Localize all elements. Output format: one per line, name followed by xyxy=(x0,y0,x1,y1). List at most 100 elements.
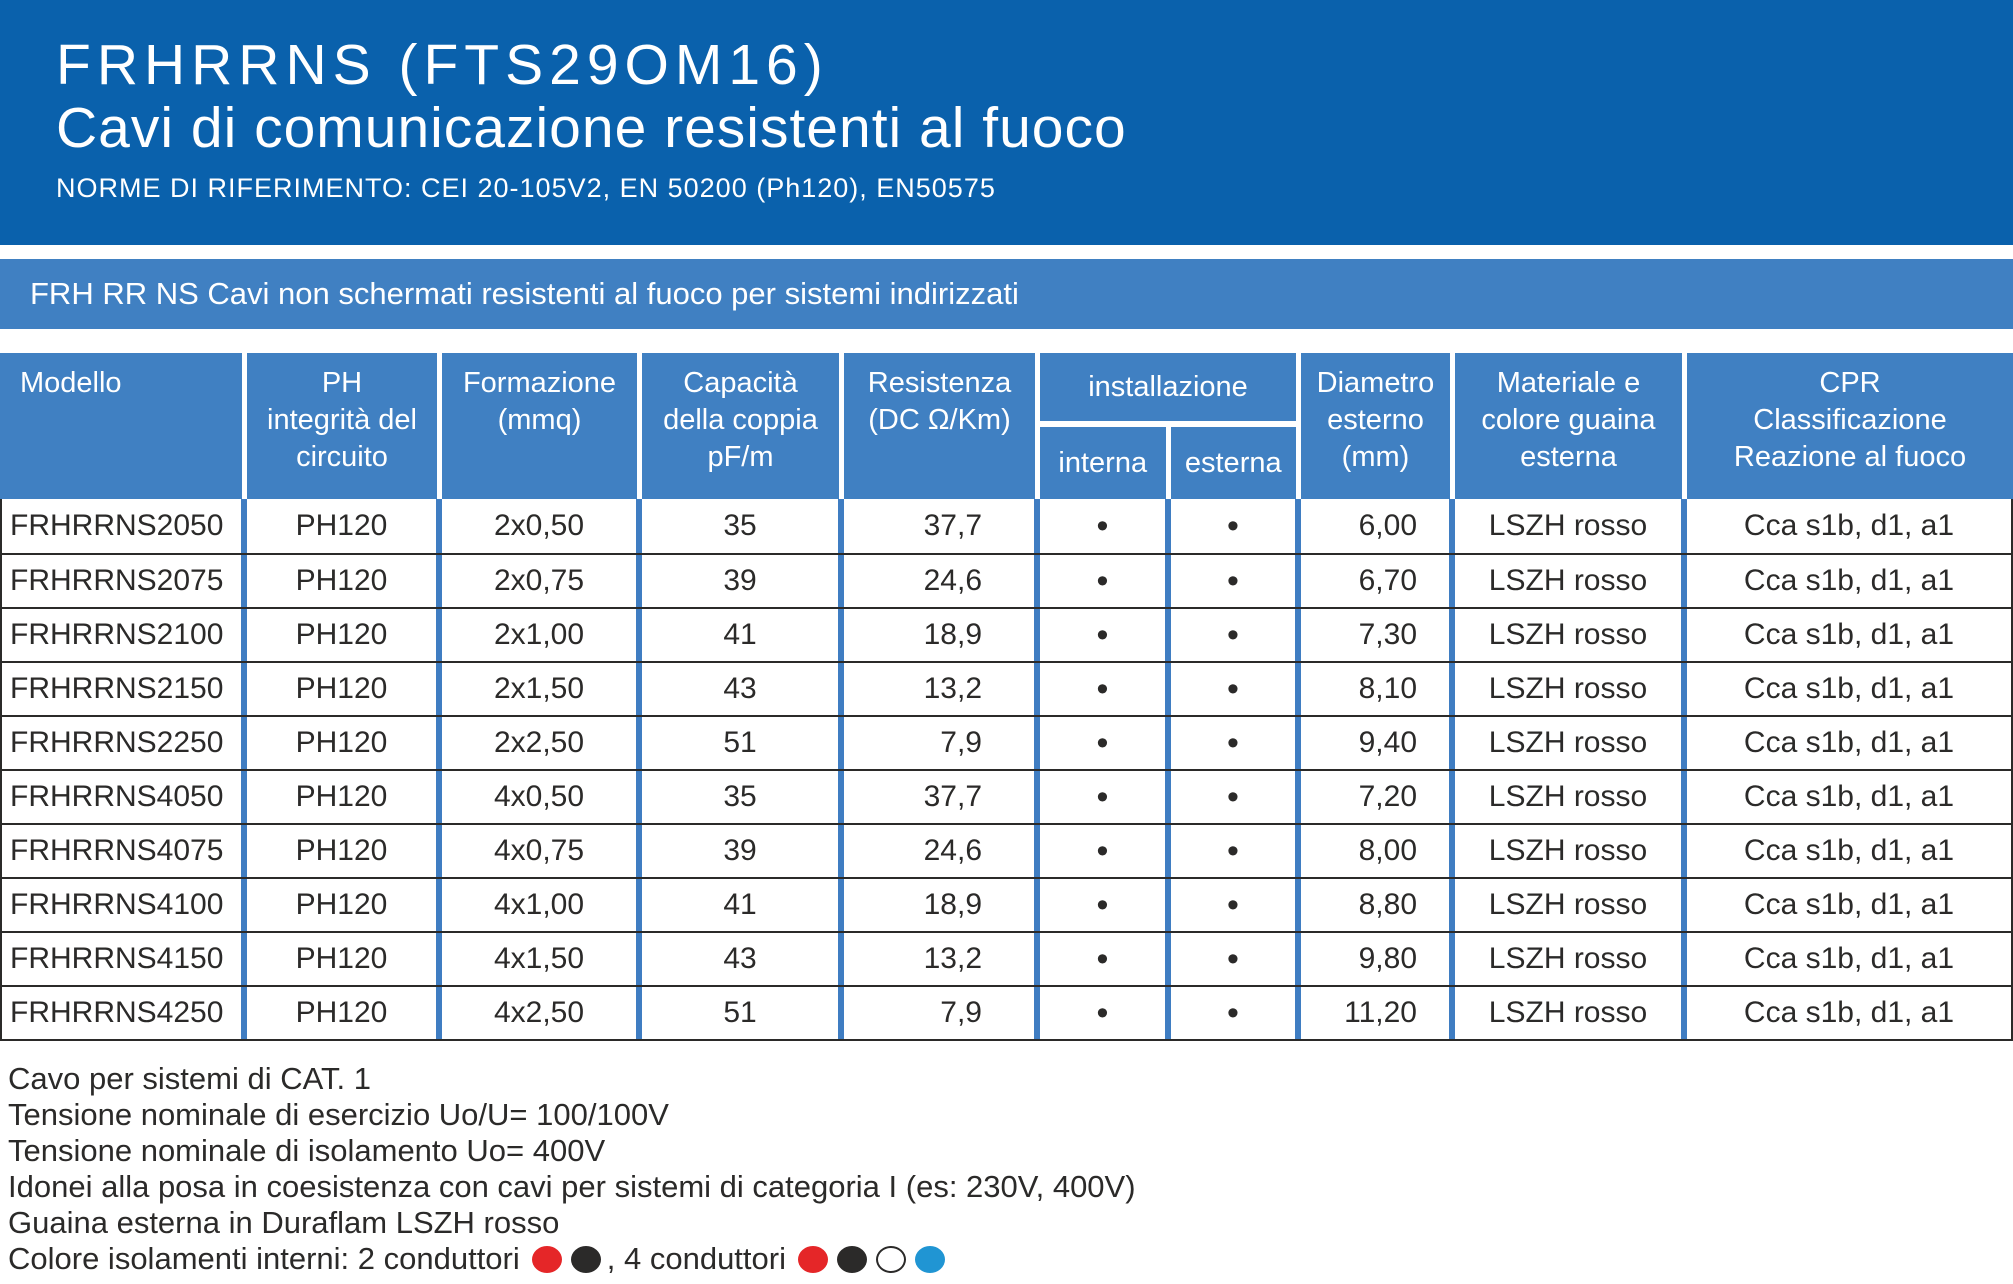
cell-capacita: 39 xyxy=(642,555,844,607)
cell-ph: PH120 xyxy=(247,825,442,877)
product-code-title: FRHRRNS (FTS29OM16) xyxy=(56,33,829,97)
cell-capacita: 43 xyxy=(642,663,844,715)
table-row: FRHRRNS4250 PH120 4x2,50 51 7,9 • • 11,2… xyxy=(2,985,2011,1039)
cell-resistenza: 13,2 xyxy=(844,663,1040,715)
cell-interna-dot: • xyxy=(1040,771,1171,823)
cell-interna-dot: • xyxy=(1040,879,1171,931)
cell-diametro: 11,20 xyxy=(1301,987,1455,1039)
cell-interna-dot: • xyxy=(1040,663,1171,715)
cell-interna-dot: • xyxy=(1040,499,1171,553)
cell-esterna-dot: • xyxy=(1171,663,1301,715)
title-band: FRHRRNS (FTS29OM16) Cavi di comunicazion… xyxy=(0,0,2013,245)
cell-formazione: 2x0,50 xyxy=(442,499,642,553)
column-header-interna: interna xyxy=(1040,427,1166,499)
cell-ph: PH120 xyxy=(247,771,442,823)
table-row: FRHRRNS4150 PH120 4x1,50 43 13,2 • • 9,8… xyxy=(2,931,2011,985)
cell-diametro: 8,00 xyxy=(1301,825,1455,877)
cell-model: FRHRRNS2050 xyxy=(2,499,247,553)
note-line: Tensione nominale di isolamento Uo= 400V xyxy=(8,1133,606,1168)
cell-formazione: 2x1,00 xyxy=(442,609,642,661)
cell-esterna-dot: • xyxy=(1171,555,1301,607)
cell-capacita: 35 xyxy=(642,499,844,553)
cell-materiale: LSZH rosso xyxy=(1455,499,1687,553)
black-conductor-dot-icon xyxy=(836,1245,867,1273)
column-header-installazione: installazione xyxy=(1040,353,1296,421)
cell-diametro: 8,80 xyxy=(1301,879,1455,931)
colors-line-prefix: Colore isolamenti interni: 2 conduttori xyxy=(8,1241,520,1276)
cell-cpr: Cca s1b, d1, a1 xyxy=(1743,834,1955,867)
cell-materiale: LSZH rosso xyxy=(1455,717,1687,769)
cell-esterna-dot: • xyxy=(1171,609,1301,661)
reference-norms: NORME DI RIFERIMENTO: CEI 20-105V2, EN 5… xyxy=(56,173,996,203)
column-header-formazione: Formazione (mmq) xyxy=(442,353,642,499)
column-header-modello: Modello xyxy=(0,353,247,499)
cell-esterna-dot: • xyxy=(1171,933,1301,985)
cell-diametro: 7,20 xyxy=(1301,771,1455,823)
black-conductor-dot-icon xyxy=(570,1245,601,1273)
cell-resistenza: 7,9 xyxy=(844,717,1040,769)
cell-interna-dot: • xyxy=(1040,933,1171,985)
cell-cpr: Cca s1b, d1, a1 xyxy=(1743,780,1955,813)
cell-materiale: LSZH rosso xyxy=(1455,663,1687,715)
cell-capacita: 41 xyxy=(642,609,844,661)
note-line: Guaina esterna in Duraflam LSZH rosso xyxy=(8,1205,560,1240)
cell-diametro: 9,80 xyxy=(1301,933,1455,985)
cell-capacita: 39 xyxy=(642,825,844,877)
column-header-esterna: esterna xyxy=(1170,427,1296,499)
white-conductor-dot-icon xyxy=(875,1245,906,1273)
cell-esterna-dot: • xyxy=(1171,771,1301,823)
column-header-materiale: Materiale e colore guaina esterna xyxy=(1455,353,1687,499)
product-subtitle: Cavi di comunicazione resistenti al fuoc… xyxy=(56,96,1127,160)
cell-formazione: 4x0,50 xyxy=(442,771,642,823)
cell-materiale: LSZH rosso xyxy=(1455,987,1687,1039)
cell-cpr: Cca s1b, d1, a1 xyxy=(1743,726,1955,759)
two-conductor-color-dots xyxy=(531,1245,601,1273)
cable-spec-table: Modello PH integrità del circuito Formaz… xyxy=(0,353,2013,1041)
cell-ph: PH120 xyxy=(247,663,442,715)
table-row: FRHRRNS2050 PH120 2x0,50 35 37,7 • • 6,0… xyxy=(2,499,2011,553)
cell-formazione: 2x2,50 xyxy=(442,717,642,769)
cell-model: FRHRRNS2100 xyxy=(2,609,247,661)
table-row: FRHRRNS4100 PH120 4x1,00 41 18,9 • • 8,8… xyxy=(2,877,2011,931)
cell-diametro: 6,70 xyxy=(1301,555,1455,607)
cell-materiale: LSZH rosso xyxy=(1455,933,1687,985)
note-line: Cavo per sistemi di CAT. 1 xyxy=(8,1061,371,1096)
cell-capacita: 41 xyxy=(642,879,844,931)
cell-formazione: 2x1,50 xyxy=(442,663,642,715)
cell-formazione: 2x0,75 xyxy=(442,555,642,607)
cell-esterna-dot: • xyxy=(1171,879,1301,931)
cell-model: FRHRRNS4150 xyxy=(2,933,247,985)
installazione-subheaders: interna esterna xyxy=(1040,427,1296,499)
table-header-row: Modello PH integrità del circuito Formaz… xyxy=(0,353,2013,499)
column-header-ph: PH integrità del circuito xyxy=(247,353,442,499)
cell-diametro: 7,30 xyxy=(1301,609,1455,661)
cell-materiale: LSZH rosso xyxy=(1455,555,1687,607)
cell-materiale: LSZH rosso xyxy=(1455,609,1687,661)
note-line: Idonei alla posa in coesistenza con cavi… xyxy=(8,1169,1136,1204)
cell-ph: PH120 xyxy=(247,879,442,931)
cell-model: FRHRRNS4100 xyxy=(2,879,247,931)
cell-resistenza: 18,9 xyxy=(844,879,1040,931)
cell-cpr: Cca s1b, d1, a1 xyxy=(1743,942,1955,975)
cell-model: FRHRRNS2150 xyxy=(2,663,247,715)
cell-interna-dot: • xyxy=(1040,717,1171,769)
cell-diametro: 8,10 xyxy=(1301,663,1455,715)
description-banner-text: FRH RR NS Cavi non schermati resistenti … xyxy=(30,276,1019,311)
column-header-installazione-group: installazione interna esterna xyxy=(1040,353,1301,499)
cell-model: FRHRRNS4050 xyxy=(2,771,247,823)
column-header-diametro: Diametro esterno (mm) xyxy=(1301,353,1455,499)
table-row: FRHRRNS2150 PH120 2x1,50 43 13,2 • • 8,1… xyxy=(2,661,2011,715)
cell-interna-dot: • xyxy=(1040,825,1171,877)
note-line: Tensione nominale di esercizio Uo/U= 100… xyxy=(8,1097,669,1132)
table-row: FRHRRNS4050 PH120 4x0,50 35 37,7 • • 7,2… xyxy=(2,769,2011,823)
cell-ph: PH120 xyxy=(247,555,442,607)
cell-formazione: 4x0,75 xyxy=(442,825,642,877)
cell-resistenza: 13,2 xyxy=(844,933,1040,985)
cell-capacita: 35 xyxy=(642,771,844,823)
cell-resistenza: 37,7 xyxy=(844,771,1040,823)
cell-cpr: Cca s1b, d1, a1 xyxy=(1743,672,1955,705)
cell-interna-dot: • xyxy=(1040,555,1171,607)
cell-ph: PH120 xyxy=(247,609,442,661)
cell-esterna-dot: • xyxy=(1171,499,1301,553)
table-row: FRHRRNS2075 PH120 2x0,75 39 24,6 • • 6,7… xyxy=(2,553,2011,607)
